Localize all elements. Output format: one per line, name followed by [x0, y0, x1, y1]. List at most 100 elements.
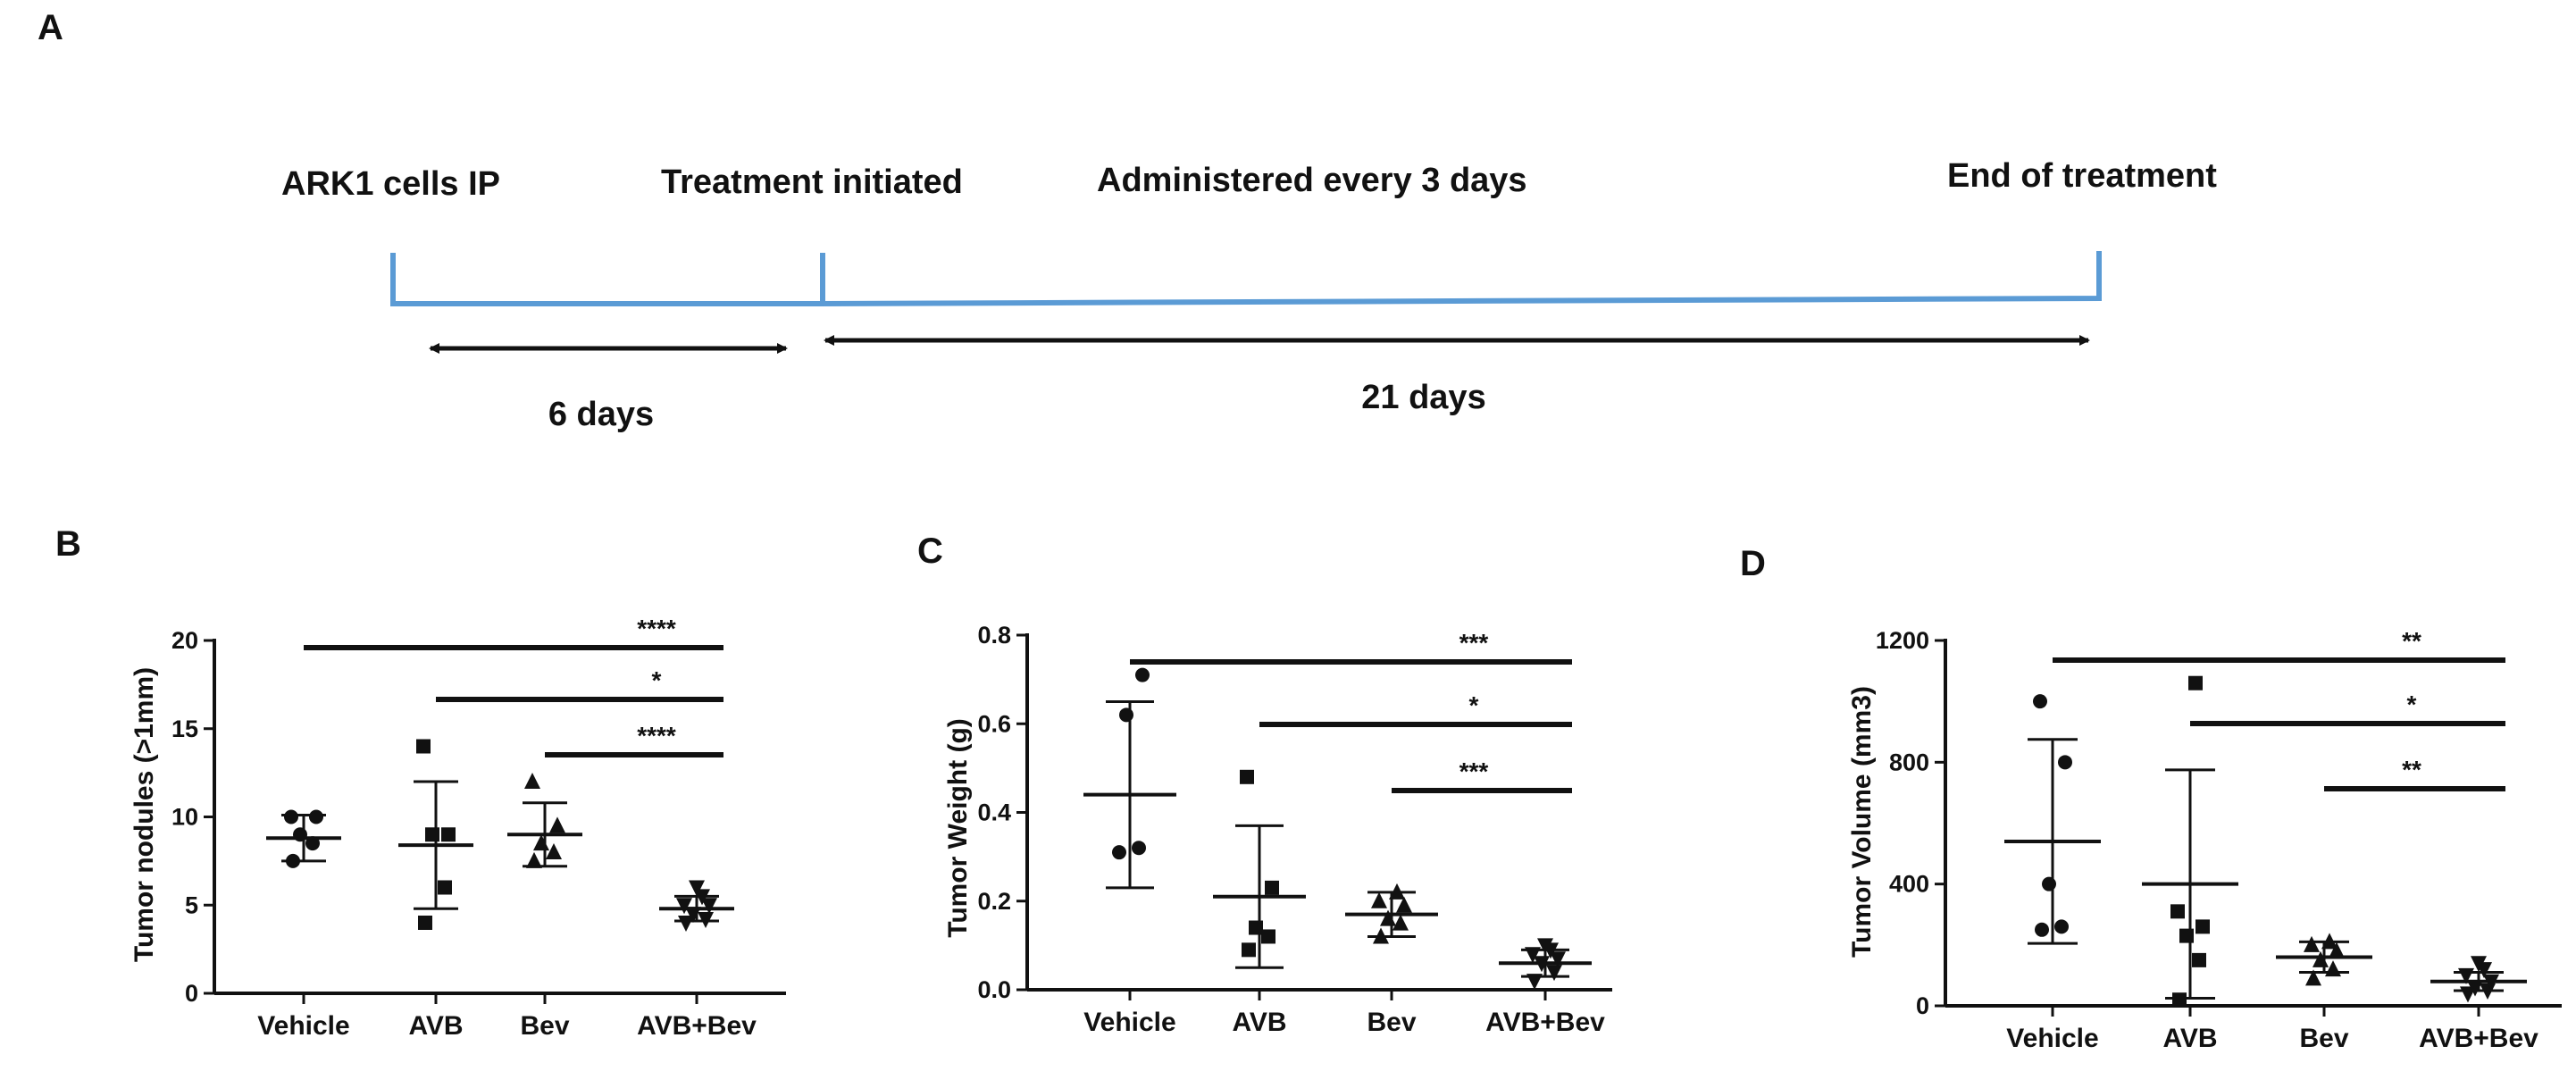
panel-b-category-label: Bev [520, 1011, 569, 1041]
panel-d-data-point [2195, 919, 2210, 934]
panel-b-data-point [284, 809, 298, 824]
panel-c-letter: C [917, 531, 943, 571]
panel-c-data-point [1371, 891, 1387, 908]
label-cells-injected: ARK1 cells IP [281, 165, 500, 203]
panel-d-data-point [2042, 876, 2056, 891]
panel-b-data-point [305, 836, 320, 851]
panel-d-data-point [2035, 922, 2049, 937]
panel-d-data-point [2179, 928, 2194, 943]
panel-d-y-tick-label: 800 [1889, 749, 1929, 775]
panel-c-group-bev [1345, 883, 1438, 944]
panel-d-data-point [2172, 992, 2187, 1008]
panel-d-letter: D [1740, 544, 1766, 583]
panel-d-data-point [2458, 967, 2474, 984]
panel-d-significance-label: * [2407, 690, 2417, 718]
panel-c-data-point [1249, 920, 1263, 935]
panel-b-data-point [685, 907, 701, 924]
panel-b-significance-label: * [652, 666, 662, 694]
panel-d-group-avb [2142, 675, 2238, 1008]
panel-d-category-label: AVB+Bev [2419, 1024, 2538, 1053]
timeline-treatment-segment [820, 251, 2102, 307]
panel-d-data-point [2170, 904, 2185, 919]
label-end-of-treatment: End of treatment [1947, 157, 2217, 195]
label-treatment-initiated: Treatment initiated [661, 163, 963, 201]
panel-c-significance-label: *** [1459, 629, 1489, 657]
panel-d-group-vehicle [2004, 694, 2101, 945]
panel-d-data-point [2192, 952, 2206, 967]
panel-b-data-point [293, 827, 307, 842]
panel-c-data-point [1380, 909, 1396, 926]
panel-b-data-point [533, 834, 549, 851]
panel-d-data-point [2033, 694, 2047, 709]
panel-d-data-point [2460, 986, 2476, 1003]
panel-b-data-point [678, 916, 694, 932]
panel-b-data-point [418, 916, 432, 930]
panel-a-letter: A [38, 8, 63, 47]
panel-d-y-tick-label: 400 [1889, 871, 1929, 898]
panel-b-category-label: AVB [408, 1011, 463, 1041]
panel-d-significance-label: ** [2402, 627, 2421, 655]
panel-c-data-point [1546, 965, 1562, 982]
panel-b-category-label: Vehicle [257, 1011, 349, 1041]
panel-d-data-point [2471, 956, 2487, 973]
panel-d-category-label: AVB [2162, 1024, 2217, 1053]
panel-c-significance-label: * [1469, 691, 1479, 719]
panel-c-group-avb-bev [1499, 938, 1592, 991]
panel-d-data-point [2325, 960, 2341, 977]
panel-b-significance-label: **** [637, 722, 676, 749]
panel-c-tumor-weight: C Tumor Weight (g) 0.0 0.2 0.4 0.6 0.8 Vehicl… [917, 531, 1612, 1037]
panel-c-data-point [1550, 951, 1566, 968]
panel-d-data-point [2058, 755, 2072, 770]
panel-d-tumor-volume: D Tumor Volume (mm3) 0 400 800 1200 Vehicle A… [1740, 544, 2562, 1053]
panel-b-data-point [546, 843, 562, 859]
panel-b-group-vehicle [266, 809, 341, 868]
panel-d-data-point [2304, 935, 2320, 952]
panel-c-data-point [1265, 880, 1279, 895]
panel-c-data-point [1534, 956, 1550, 973]
panel-c-category-label: AVB [1232, 1008, 1286, 1037]
panel-c-data-point [1135, 667, 1150, 682]
panel-c-data-point [1389, 883, 1405, 900]
pretreatment-duration-label: 6 days [548, 396, 654, 433]
panel-d-data-point [2054, 919, 2069, 934]
panel-c-data-point [1526, 974, 1543, 991]
panel-b-y-tick-label: 20 [171, 627, 198, 654]
panel-c-category-label: AVB+Bev [1485, 1008, 1605, 1037]
panel-b-group-bev [507, 773, 582, 868]
panel-b-data-point [549, 816, 565, 833]
panel-d-y-tick-label: 1200 [1876, 627, 1929, 654]
panel-b-data-point [524, 773, 540, 789]
panel-b-data-point [438, 880, 452, 895]
panel-c-data-point [1119, 707, 1133, 723]
panel-c-y-tick-label: 0.4 [977, 799, 1011, 826]
panel-c-data-point [1242, 942, 1256, 958]
panel-c-data-point [1393, 914, 1409, 931]
panel-b-y-tick-label: 10 [171, 804, 198, 831]
panel-d-significance-label: ** [2402, 756, 2421, 783]
panel-c-data-point [1132, 841, 1146, 856]
panel-d-group-avb-bev [2430, 956, 2527, 1003]
panel-d-data-point [2321, 933, 2338, 950]
panel-b-data-point [676, 898, 692, 915]
panel-c-data-point [1537, 938, 1553, 955]
panel-c-group-vehicle [1083, 667, 1176, 890]
panel-c-category-label: Bev [1367, 1008, 1416, 1037]
panel-b-data-point [701, 898, 717, 915]
panel-d-data-point [2305, 969, 2321, 986]
panel-b-y-tick-label: 5 [185, 891, 198, 918]
panel-c-group-avb [1213, 769, 1306, 969]
label-dosing-schedule: Administered every 3 days [1097, 162, 1527, 199]
panel-c-data-point [1396, 896, 1412, 913]
panel-d-data-point [2329, 942, 2345, 958]
panel-d-category-label: Vehicle [2006, 1024, 2098, 1053]
panel-c-significance-label: *** [1459, 757, 1489, 785]
panel-b-letter: B [55, 524, 81, 564]
panel-c-y-tick-label: 0.8 [977, 622, 1011, 649]
panel-d-category-label: Bev [2299, 1024, 2348, 1053]
panel-b-data-point [309, 809, 323, 824]
panel-c-data-point [1112, 845, 1126, 860]
panel-d-y-axis-label: Tumor Volume (mm3) [1847, 686, 1877, 958]
